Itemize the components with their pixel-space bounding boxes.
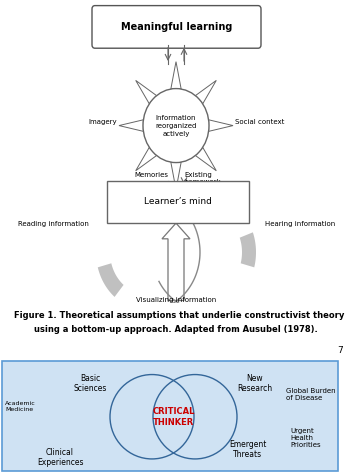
Text: Figure 1. Theoretical assumptions that underlie constructivist theory: Figure 1. Theoretical assumptions that u… xyxy=(14,311,345,320)
Polygon shape xyxy=(209,120,233,131)
Text: Visualizing information: Visualizing information xyxy=(136,297,216,303)
Text: Information
reorganized
actively: Information reorganized actively xyxy=(155,114,197,137)
Text: Imagery: Imagery xyxy=(88,119,117,125)
Text: Global Burden
of Disease: Global Burden of Disease xyxy=(286,387,336,401)
Polygon shape xyxy=(136,147,157,171)
FancyBboxPatch shape xyxy=(2,361,338,471)
Polygon shape xyxy=(171,61,181,89)
Text: Meaningful learning: Meaningful learning xyxy=(121,22,232,32)
Text: 7: 7 xyxy=(337,345,343,354)
Polygon shape xyxy=(240,232,256,267)
Circle shape xyxy=(143,88,209,163)
Text: Clinical
Experiences: Clinical Experiences xyxy=(37,448,83,467)
Polygon shape xyxy=(196,80,216,104)
Text: Memories: Memories xyxy=(134,172,168,177)
Text: Basic
Sciences: Basic Sciences xyxy=(73,374,107,393)
Polygon shape xyxy=(196,147,216,171)
Polygon shape xyxy=(162,223,190,300)
Text: CRITICAL
THINKER: CRITICAL THINKER xyxy=(152,407,195,427)
Text: Emergent
Threats: Emergent Threats xyxy=(229,440,267,459)
Text: using a bottom-up approach. Adapted from Ausubel (1978).: using a bottom-up approach. Adapted from… xyxy=(34,324,318,333)
Text: Academic
Medicine: Academic Medicine xyxy=(5,401,36,412)
Text: Urgent
Health
Priorities: Urgent Health Priorities xyxy=(290,428,321,448)
FancyBboxPatch shape xyxy=(92,6,261,48)
Text: Hearing information: Hearing information xyxy=(265,221,335,227)
Polygon shape xyxy=(119,120,143,131)
Polygon shape xyxy=(171,162,181,190)
Polygon shape xyxy=(136,80,157,104)
Text: Reading information: Reading information xyxy=(18,221,89,227)
Text: Learner’s mind: Learner’s mind xyxy=(144,197,212,206)
FancyBboxPatch shape xyxy=(107,181,249,223)
Polygon shape xyxy=(98,263,124,297)
Text: New
Research: New Research xyxy=(238,374,273,393)
Text: Existing
framework: Existing framework xyxy=(184,172,222,184)
Text: Social context: Social context xyxy=(235,119,285,125)
